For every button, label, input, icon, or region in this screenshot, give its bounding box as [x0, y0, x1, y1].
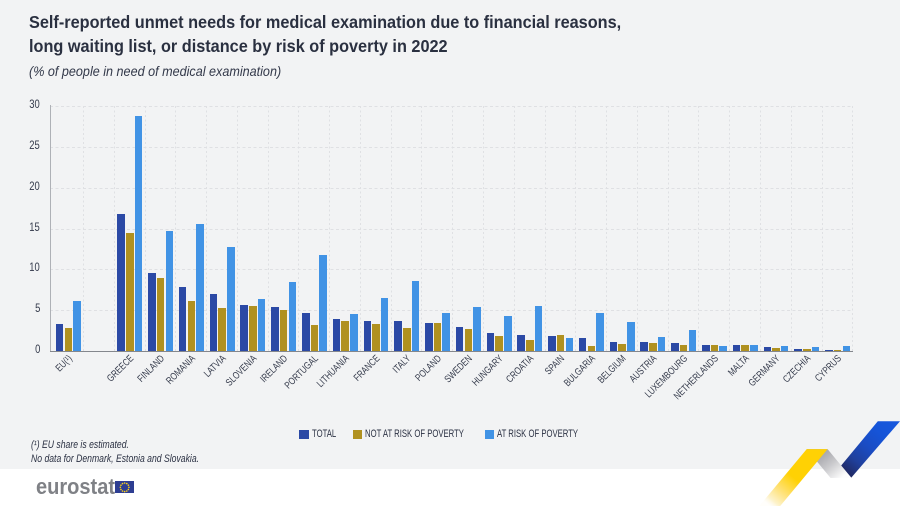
svg-text:BELGIUM: BELGIUM [595, 353, 628, 386]
svg-text:CROATIA: CROATIA [504, 353, 536, 385]
svg-text:BULGARIA: BULGARIA [562, 353, 598, 389]
svg-text:LATVIA: LATVIA [202, 353, 228, 379]
svg-text:HUNGARY: HUNGARY [470, 353, 505, 388]
svg-text:MALTA: MALTA [726, 353, 751, 378]
svg-text:EU(¹): EU(¹) [53, 353, 74, 374]
svg-text:PORTUGAL: PORTUGAL [282, 353, 320, 391]
svg-text:CYPRUS: CYPRUS [813, 353, 844, 384]
svg-text:ITALY: ITALY [390, 353, 412, 375]
svg-text:ROMANIA: ROMANIA [164, 353, 198, 387]
svg-text:GREECE: GREECE [105, 353, 136, 384]
svg-text:LITHUANIA: LITHUANIA [314, 353, 351, 390]
svg-text:FRANCE: FRANCE [351, 353, 382, 384]
svg-text:SLOVENIA: SLOVENIA [223, 353, 258, 388]
svg-text:POLAND: POLAND [413, 352, 444, 383]
svg-text:CZECHIA: CZECHIA [781, 353, 813, 385]
svg-text:FINLAND: FINLAND [135, 352, 167, 384]
svg-text:GERMANY: GERMANY [746, 353, 782, 389]
svg-text:SPAIN: SPAIN [542, 353, 566, 377]
